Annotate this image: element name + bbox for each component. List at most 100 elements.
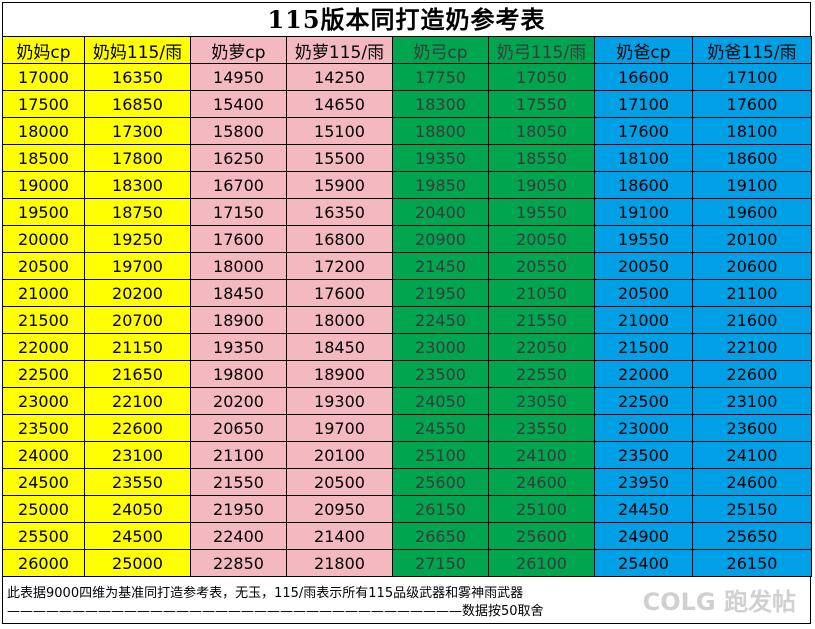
table-cell: 22400	[190, 522, 287, 550]
table-cell: 19050	[488, 171, 595, 199]
table-cell: 19100	[692, 171, 812, 199]
table-cell: 24500	[2, 468, 85, 496]
table-cell: 21800	[286, 549, 393, 577]
table-cell: 20550	[488, 252, 595, 280]
table-cell: 25650	[692, 522, 812, 550]
table-cell: 20950	[286, 495, 393, 523]
table-cell: 15100	[286, 117, 393, 145]
table-cell: 15400	[190, 90, 287, 118]
table-cell: 19350	[392, 144, 489, 172]
header-cell-nama-cp: 奶妈cp	[2, 36, 85, 64]
table-cell: 20650	[190, 414, 287, 442]
table-cell: 22100	[84, 387, 191, 415]
table-cell: 23100	[84, 441, 191, 469]
table-cell: 20500	[2, 252, 85, 280]
table-cell: 23600	[692, 414, 812, 442]
table-cell: 18000	[190, 252, 287, 280]
table-cell: 23000	[392, 333, 489, 361]
table-cell: 22600	[84, 414, 191, 442]
table-cell: 24450	[594, 495, 693, 523]
table-row: 18000 17300 15800 15100 18800 18050 17600 18100	[2, 117, 812, 145]
table-cell: 18100	[594, 144, 693, 172]
table-cell: 21550	[488, 306, 595, 334]
table-cell: 24500	[84, 522, 191, 550]
table-cell: 18450	[286, 333, 393, 361]
table-cell: 17100	[692, 63, 812, 91]
table-cell: 25000	[84, 549, 191, 577]
table-cell: 20050	[594, 252, 693, 280]
table-cell: 22000	[2, 333, 85, 361]
table-row: 17500 16850 15400 14650 18300 17550 17100 17600	[2, 90, 812, 118]
table-cell: 18600	[692, 144, 812, 172]
table-cell: 24600	[488, 468, 595, 496]
table-cell: 26100	[488, 549, 595, 577]
colg-watermark: COLG 跑发帖	[642, 588, 796, 616]
table-cell: 22100	[692, 333, 812, 361]
table-cell: 22500	[594, 387, 693, 415]
table-cell: 20600	[692, 252, 812, 280]
table-cell: 20400	[392, 198, 489, 226]
table-row: 23500 22600 20650 19700 24550 23550 23000 23600	[2, 414, 812, 442]
table-cell: 15800	[190, 117, 287, 145]
table-row: 23000 22100 20200 19300 24050 23050 22500 23100	[2, 387, 812, 415]
table-cell: 18900	[286, 360, 393, 388]
header-cell-naigong-115: 奶弓115/雨	[488, 36, 595, 64]
table-row: 26000 25000 22850 21800 27150 26100 25400 26150	[2, 549, 812, 577]
table-cell: 19250	[84, 225, 191, 253]
table-cell: 19100	[594, 198, 693, 226]
table-cell: 26000	[2, 549, 85, 577]
table-cell: 23100	[692, 387, 812, 415]
table-cell: 18300	[84, 171, 191, 199]
table-row: 17000 16350 14950 14250 17750 17050 16600 17100	[2, 63, 812, 91]
header-cell-naiba-115: 奶爸115/雨	[692, 36, 812, 64]
table-cell: 21950	[392, 279, 489, 307]
table-cell: 19700	[84, 252, 191, 280]
table-cell: 17300	[84, 117, 191, 145]
header-row: 奶妈cp 奶妈115/雨 奶萝cp 奶萝115/雨 奶弓cp 奶弓115/雨 奶…	[2, 36, 812, 64]
table-row: 22000 21150 19350 18450 23000 22050 21500 22100	[2, 333, 812, 361]
table-cell: 17600	[286, 279, 393, 307]
table-cell: 17800	[84, 144, 191, 172]
table-cell: 19550	[488, 198, 595, 226]
footer-line-1: 此表据9000四维为基准同打造参考表，无玉，115/雨表示所有115品级武器和雾…	[7, 586, 524, 601]
table-cell: 21500	[2, 306, 85, 334]
table-cell: 20700	[84, 306, 191, 334]
footer-line-2: ———————————————————————————————————数据按50…	[7, 604, 544, 619]
table-cell: 22500	[2, 360, 85, 388]
table-cell: 21000	[594, 306, 693, 334]
table-cell: 22050	[488, 333, 595, 361]
header-cell-naigong-cp: 奶弓cp	[392, 36, 489, 64]
table-row: 21500 20700 18900 18000 22450 21550 21000 21600	[2, 306, 812, 334]
table-cell: 23000	[2, 387, 85, 415]
table-cell: 18450	[190, 279, 287, 307]
table-cell: 16350	[84, 63, 191, 91]
table-cell: 27150	[392, 549, 489, 577]
table-cell: 25000	[2, 495, 85, 523]
table-cell: 21500	[594, 333, 693, 361]
table-cell: 25400	[594, 549, 693, 577]
table-cell: 20200	[84, 279, 191, 307]
table-cell: 23500	[392, 360, 489, 388]
table-cell: 17200	[286, 252, 393, 280]
table-cell: 18000	[2, 117, 85, 145]
table-cell: 20500	[594, 279, 693, 307]
table-cell: 20200	[190, 387, 287, 415]
table-cell: 19000	[2, 171, 85, 199]
sheet-title: 115版本同打造奶参考表	[2, 2, 811, 36]
table-cell: 23500	[2, 414, 85, 442]
table-cell: 26150	[692, 549, 812, 577]
table-cell: 18600	[594, 171, 693, 199]
table-row: 22500 21650 19800 18900 23500 22550 22000 22600	[2, 360, 812, 388]
table-cell: 21450	[392, 252, 489, 280]
table-cell: 20100	[692, 225, 812, 253]
table-cell: 20500	[286, 468, 393, 496]
table-cell: 19850	[392, 171, 489, 199]
table-cell: 20900	[392, 225, 489, 253]
table-cell: 18500	[2, 144, 85, 172]
table-cell: 24050	[84, 495, 191, 523]
table-cell: 21000	[2, 279, 85, 307]
table-row: 25500 24500 22400 21400 26650 25600 24900 25650	[2, 522, 812, 550]
table-cell: 19550	[594, 225, 693, 253]
table-row: 18500 17800 16250 15500 19350 18550 18100 18600	[2, 144, 812, 172]
